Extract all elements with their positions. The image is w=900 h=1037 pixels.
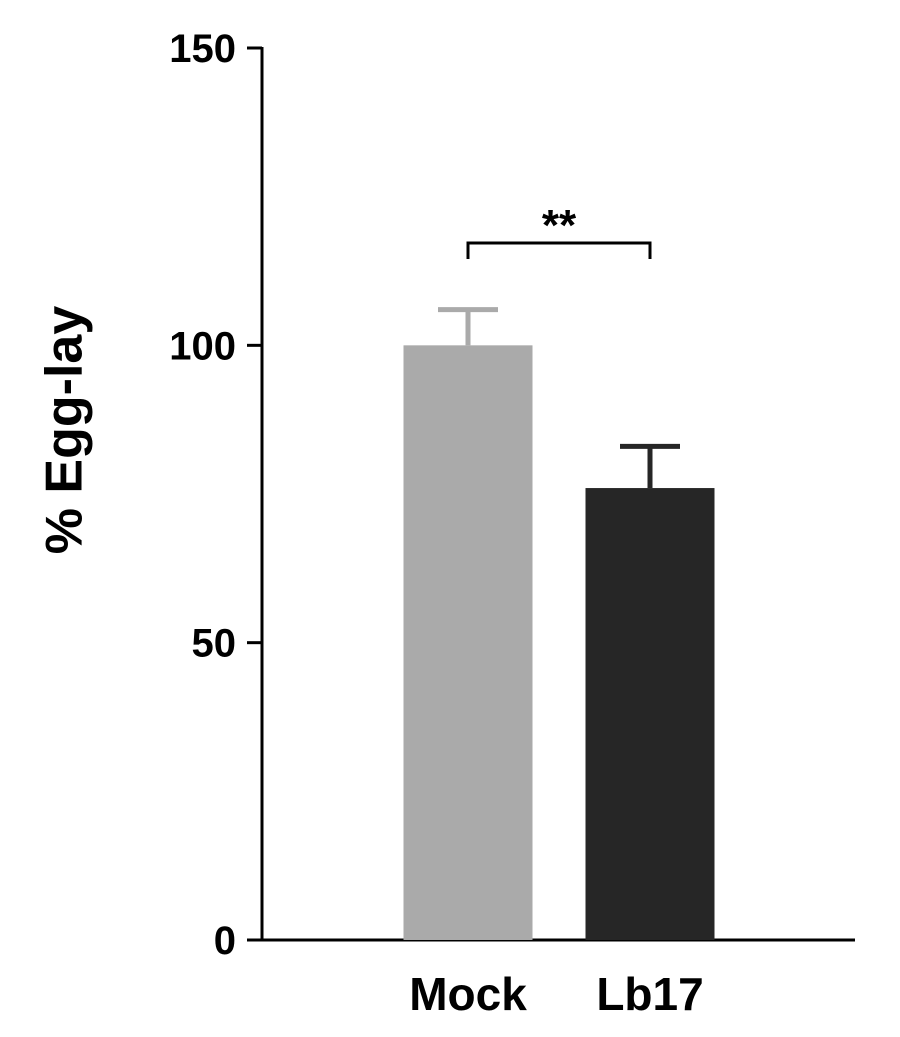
y-axis-label: % Egg-lay bbox=[36, 306, 94, 555]
y-tick-label: 100 bbox=[169, 324, 236, 368]
x-tick-label: Lb17 bbox=[596, 968, 703, 1020]
bar bbox=[403, 345, 533, 940]
x-tick-label: Mock bbox=[409, 968, 527, 1020]
bar bbox=[585, 488, 715, 940]
y-tick-label: 0 bbox=[214, 919, 236, 963]
y-tick-label: 150 bbox=[169, 27, 236, 71]
significance-bracket bbox=[466, 241, 652, 259]
significance-label: ** bbox=[542, 201, 577, 250]
y-tick-label: 50 bbox=[192, 622, 237, 666]
